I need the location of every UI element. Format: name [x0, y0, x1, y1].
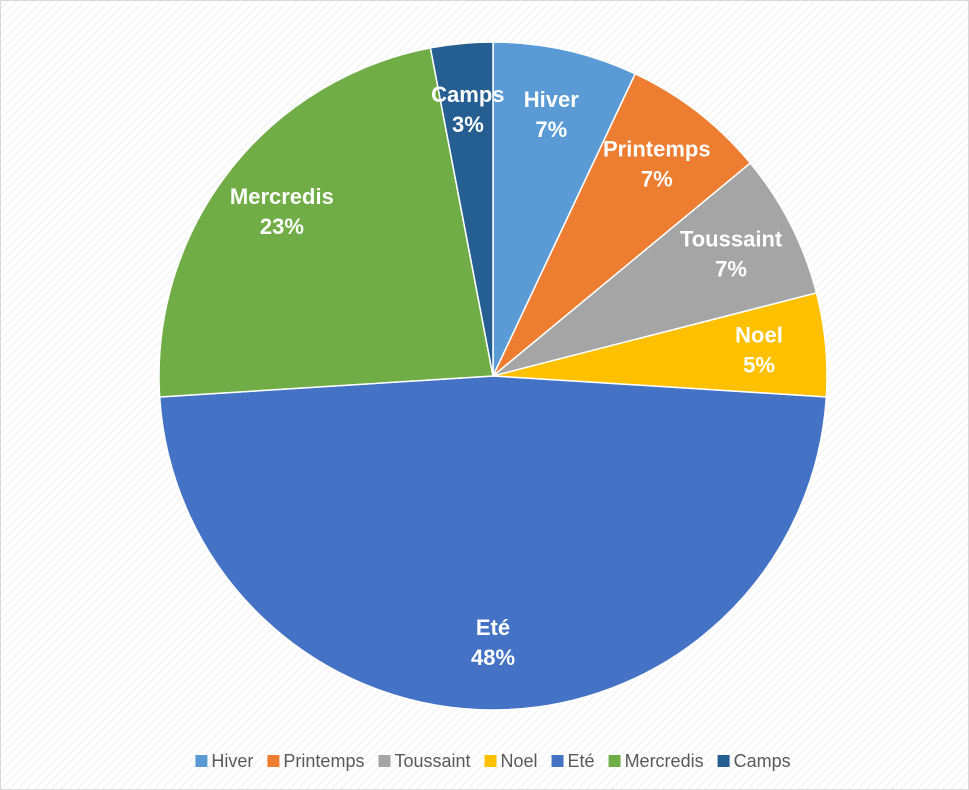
legend-swatch [267, 755, 280, 767]
legend-swatch [378, 755, 391, 767]
legend-swatch [484, 755, 497, 767]
data-label: 5% [743, 353, 775, 378]
slice-label: Noel [735, 323, 783, 348]
pie-slice [158, 375, 828, 711]
legend-label: Mercredis [625, 751, 704, 771]
legend-swatch [717, 755, 730, 767]
data-label: 23% [260, 214, 304, 239]
legend-label: Toussaint [394, 751, 470, 771]
pie-slice [492, 41, 637, 377]
slice-label: Hiver [524, 87, 579, 112]
legend-swatch [551, 755, 564, 767]
pie-slice [429, 41, 494, 377]
data-label: 48% [471, 645, 515, 670]
slice-label: Camps [431, 82, 504, 107]
data-label: 3% [452, 112, 484, 137]
slice-label: Mercredis [230, 184, 334, 209]
pie-slice [492, 162, 818, 377]
legend-label: Printemps [283, 751, 364, 771]
legend: Hiver Printemps Toussaint Noel Eté Mercredis C… [195, 751, 791, 771]
legend-label: Camps [734, 751, 791, 771]
data-label: 7% [535, 117, 567, 142]
slice-label: Toussaint [680, 227, 783, 252]
data-label: 7% [641, 167, 673, 192]
legend-swatch [608, 755, 621, 767]
pie-slice [158, 47, 494, 398]
legend-label: Eté [568, 751, 595, 771]
pie-slice [492, 72, 752, 377]
data-label: 7% [715, 257, 747, 282]
slice-label: Eté [476, 615, 510, 640]
slice-label: Printemps [603, 137, 711, 162]
legend-swatch [195, 755, 208, 767]
legend-label: Noel [501, 751, 538, 771]
legend-label: Hiver [211, 751, 253, 771]
